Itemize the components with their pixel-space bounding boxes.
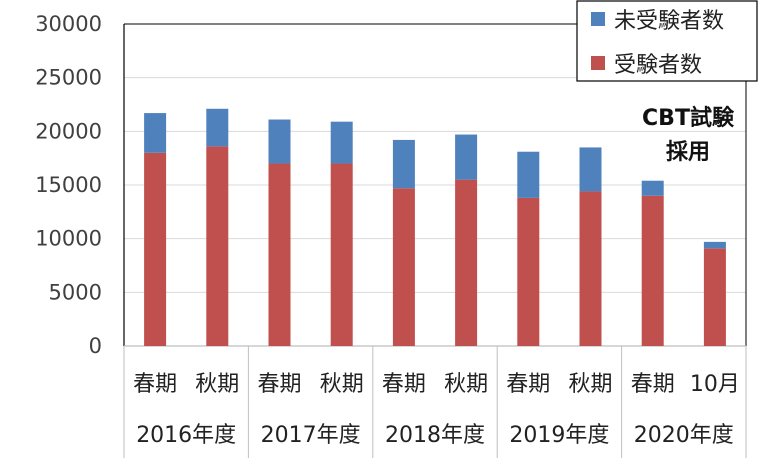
bar-examinees [517,197,540,346]
x-group-label: 2020年度 [634,423,734,448]
legend: 未受験者数 受験者数 [576,0,758,82]
x-category-label: 秋期 [195,372,239,397]
x-category-label: 春期 [506,372,550,397]
legend-label-not-taken: 未受験者数 [614,9,724,34]
x-group-label: 2018年度 [385,423,485,448]
bar-examinees [392,188,415,346]
bar-not-taken [703,241,726,249]
bar-examinees [268,163,291,346]
x-category-labels: 春期 秋期 春期 秋期 春期 秋期 春期 秋期 春期 10月 [133,372,740,397]
x-category-label: 秋期 [568,372,612,397]
bar-examinees [206,146,229,346]
x-category-label: 春期 [631,372,675,397]
legend-swatch-examinees [591,56,605,70]
y-tick-label: 0 [89,334,102,358]
y-tick-label: 5000 [49,280,102,304]
bar-not-taken [517,151,540,198]
y-tick-label: 25000 [35,66,102,90]
y-tick-label: 10000 [35,227,102,251]
bar-not-taken [268,119,291,164]
annotation-line-1: CBT試験 [642,105,735,131]
legend-box [576,0,758,82]
bar-not-taken [206,108,229,147]
bar-not-taken [392,139,415,189]
bar-not-taken [455,134,478,180]
bar-examinees [579,191,602,346]
y-tick-label: 30000 [35,12,102,36]
bars [144,108,726,346]
legend-swatch-not-taken [591,12,605,26]
y-tick-labels: 0 5000 10000 15000 20000 25000 30000 [35,12,102,358]
annotation: CBT試験 採用 [642,105,735,165]
y-tick-label: 15000 [35,173,102,197]
bar-examinees [455,179,478,346]
bar-not-taken [641,180,664,196]
x-group-label: 2019年度 [509,423,609,448]
legend-label-examinees: 受験者数 [614,53,702,78]
bar-examinees [641,195,664,346]
y-tick-label: 20000 [35,119,102,143]
x-category-label: 春期 [257,372,301,397]
x-group-label: 2017年度 [261,423,361,448]
annotation-line-2: 採用 [666,140,710,165]
bar-not-taken [144,113,167,153]
x-group-labels: 2016年度 2017年度 2018年度 2019年度 2020年度 [136,423,734,448]
bar-examinees [144,152,167,346]
x-category-label: 秋期 [444,372,488,397]
x-group-label: 2016年度 [136,423,236,448]
bar-examinees [330,163,353,346]
x-category-label: 春期 [382,372,426,397]
x-category-label: 秋期 [320,372,364,397]
x-category-label: 春期 [133,372,177,397]
x-category-label: 10月 [690,372,740,397]
bar-examinees [703,248,726,346]
bar-not-taken [579,147,602,192]
bar-not-taken [330,121,353,164]
